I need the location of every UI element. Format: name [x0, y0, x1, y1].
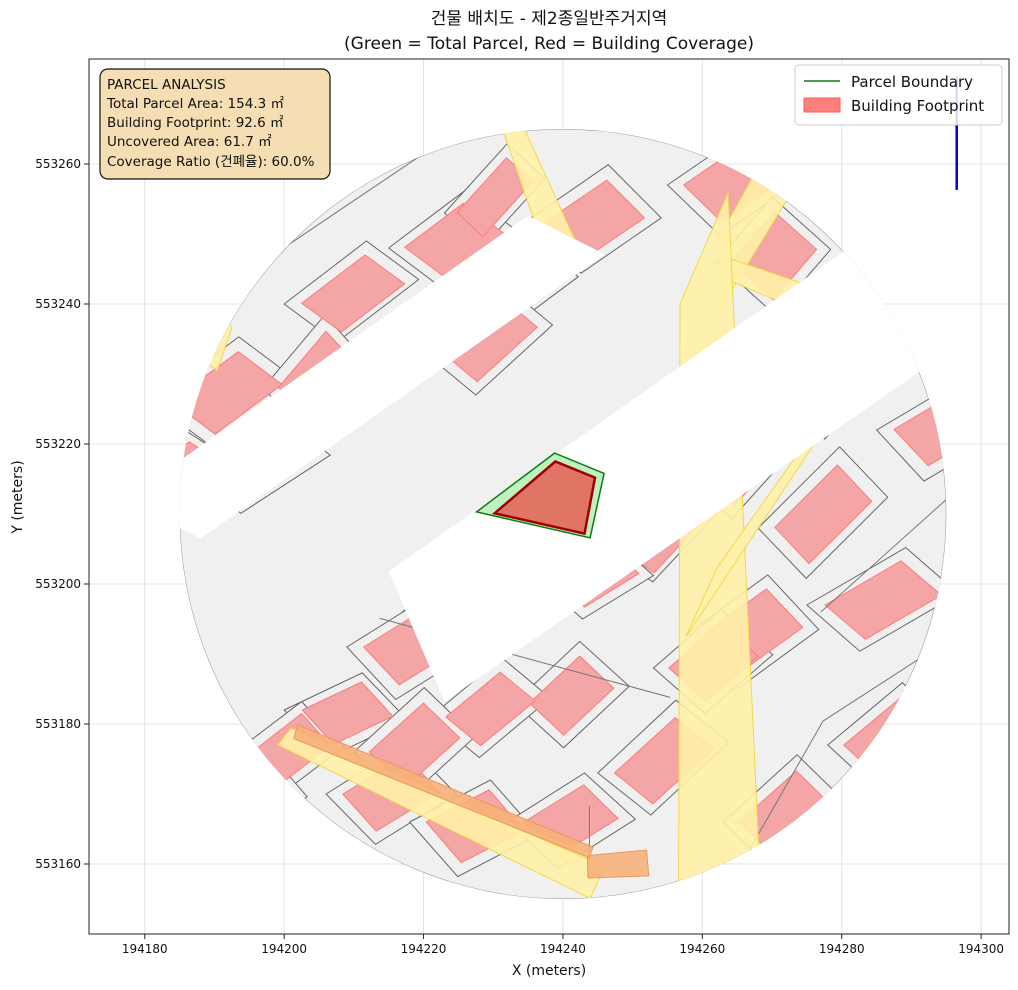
y-tick-label: 553220 [35, 437, 81, 451]
building-footprint [301, 681, 394, 745]
building-footprint [445, 671, 536, 747]
parcel-line [822, 617, 947, 722]
zoning-overlay-orange [293, 724, 594, 859]
info-box-line: Uncovered Area: 61.7 ㎡ [107, 134, 272, 150]
chart-subtitle: (Green = Total Parcel, Red = Building Co… [344, 34, 754, 54]
axis-ticks: 194180 194200 194220 194240 194260 194280 1943… [35, 157, 1004, 956]
building-footprint [300, 254, 406, 333]
x-tick-label: 194180 [122, 942, 168, 956]
chart-title: 건물 배치도 - 제2종일반주거지역 [431, 9, 667, 29]
map-layer [179, 76, 958, 899]
y-tick-label: 553200 [35, 577, 81, 591]
legend-label-building-footprint: Building Footprint [851, 97, 984, 115]
legend-label-parcel-boundary: Parcel Boundary [851, 73, 973, 91]
y-tick-label: 553240 [35, 297, 81, 311]
y-tick-label: 553260 [35, 157, 81, 171]
x-tick-label: 194240 [540, 942, 586, 956]
plot-frame [88, 58, 1010, 935]
info-box-line: PARCEL ANALYSIS [107, 77, 226, 93]
info-box-line: Total Parcel Area: 154.3 ㎡ [106, 96, 284, 112]
x-tick-label: 194300 [958, 942, 1004, 956]
zoning-overlay-orange [586, 849, 650, 879]
info-box-line: Building Footprint: 92.6 ㎡ [107, 115, 284, 131]
info-box: PARCEL ANALYSIS Total Parcel Area: 154.3… [99, 68, 331, 180]
site-area [179, 129, 947, 899]
y-tick-label: 553160 [35, 857, 81, 871]
y-axis-label: Y (meters) [10, 460, 26, 534]
road-strip [179, 215, 605, 539]
y-tick-label: 553180 [35, 717, 81, 731]
legend-swatch-building-footprint [803, 97, 841, 113]
x-tick-label: 194200 [261, 942, 307, 956]
x-tick-label: 194260 [679, 942, 725, 956]
x-tick-label: 194280 [819, 942, 865, 956]
target-building [491, 460, 597, 536]
legend-background [794, 64, 1003, 126]
road-strip [388, 179, 947, 702]
parcel-line [820, 454, 947, 613]
legend: Parcel Boundary Building Footprint [794, 64, 1003, 126]
building-footprint [774, 464, 873, 565]
x-axis-label: X (meters) [512, 963, 586, 979]
info-box-line: Coverage Ratio (건폐율): 60.0% [107, 154, 315, 170]
info-box-background [99, 68, 331, 180]
x-tick-label: 194220 [401, 942, 447, 956]
